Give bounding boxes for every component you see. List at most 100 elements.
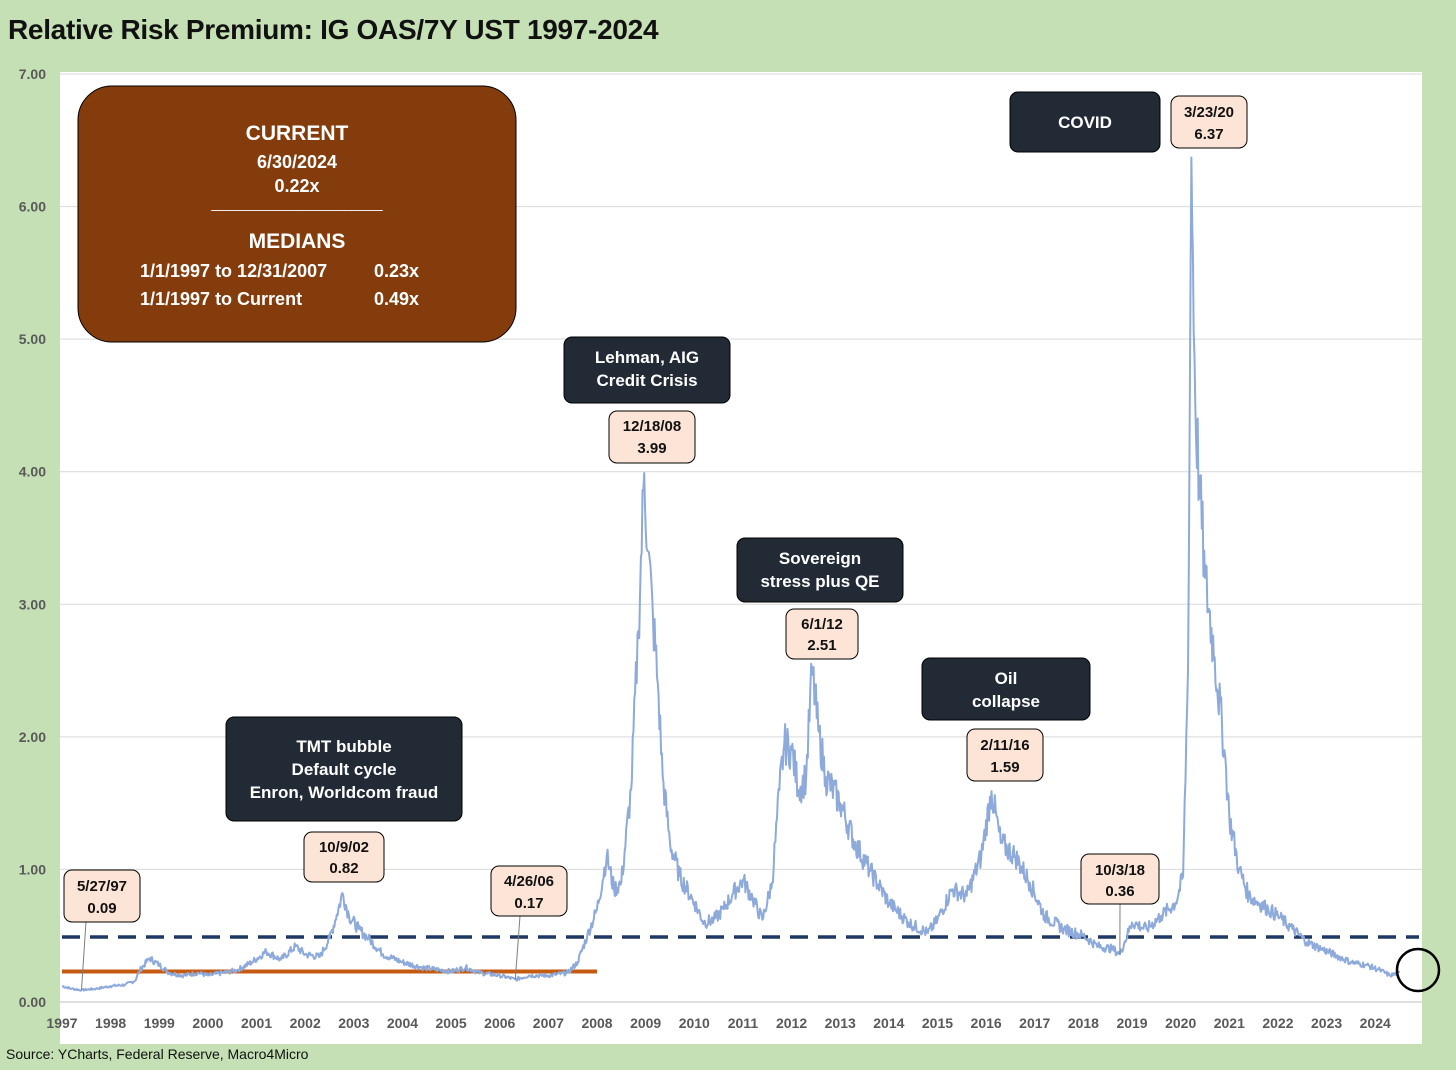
x-tick-label: 2024 [1360, 1015, 1391, 1031]
peak-date: 12/18/08 [623, 418, 681, 435]
x-axis-ticks: 1997 1998 1999 2000 2001 2002 2003 2004 2005 2006… [46, 1015, 1391, 1031]
peak-label-bg [608, 410, 696, 464]
x-tick-label: 2009 [630, 1015, 661, 1031]
peak-label-bg [1080, 853, 1160, 905]
x-tick-label: 1997 [46, 1015, 77, 1031]
peak-label: 2/11/16 1.59 [966, 728, 1044, 782]
x-tick-label: 2002 [290, 1015, 321, 1031]
x-tick-label: 2005 [436, 1015, 467, 1031]
x-tick-label: 1999 [144, 1015, 175, 1031]
peak-label-bg [966, 728, 1044, 782]
event-text: Sovereign [779, 549, 861, 568]
y-tick-label: 2.00 [19, 729, 46, 745]
source-note: Source: YCharts, Federal Reserve, Macro4… [6, 1046, 309, 1062]
x-tick-label: 2000 [192, 1015, 223, 1031]
x-tick-label: 2004 [387, 1015, 418, 1031]
event-box: COVID [1009, 91, 1161, 153]
event-box: Lehman, AIG Credit Crisis [563, 336, 731, 404]
peak-label-bg [63, 869, 141, 923]
event-text: Enron, Worldcom fraud [250, 783, 439, 802]
x-tick-label: 2015 [922, 1015, 953, 1031]
peak-value: 0.36 [1105, 883, 1134, 900]
y-tick-label: 4.00 [19, 464, 46, 480]
event-text: COVID [1058, 113, 1112, 132]
peak-label: 10/9/02 0.82 [303, 831, 385, 883]
info-divider: ______________________ [210, 195, 383, 211]
peak-value: 3.99 [637, 440, 666, 457]
event-box-bg [225, 716, 463, 822]
y-tick-label: 7.00 [19, 66, 46, 82]
event-box: TMT bubble Default cycle Enron, Worldcom… [225, 716, 463, 822]
event-text: Credit Crisis [596, 371, 697, 390]
peak-date: 10/3/18 [1095, 862, 1145, 879]
info-box: CURRENT 6/30/2024 0.22x ________________… [77, 85, 517, 343]
peak-label-bg [1170, 95, 1248, 149]
peak-label: 12/18/08 3.99 [608, 410, 696, 464]
x-tick-label: 2006 [484, 1015, 515, 1031]
info-current-title: CURRENT [246, 122, 349, 145]
info-median-row-value: 0.49x [374, 289, 419, 309]
event-box-bg [1009, 91, 1161, 153]
x-tick-label: 2014 [873, 1015, 904, 1031]
peak-date: 6/1/12 [801, 616, 843, 633]
event-text: Oil [995, 669, 1018, 688]
event-box: Oil collapse [921, 657, 1091, 721]
peak-label-bg [785, 608, 859, 660]
peak-value: 1.59 [990, 759, 1019, 776]
x-tick-label: 2016 [971, 1015, 1002, 1031]
y-tick-label: 3.00 [19, 596, 46, 612]
peak-value: 6.37 [1194, 126, 1223, 143]
x-tick-label: 2003 [338, 1015, 369, 1031]
peak-value: 0.17 [514, 895, 543, 912]
peak-pointer [80, 921, 87, 991]
peak-label: 6/1/12 2.51 [785, 608, 859, 660]
y-tick-label: 6.00 [19, 199, 46, 215]
x-tick-label: 2021 [1214, 1015, 1245, 1031]
peak-value: 0.82 [329, 860, 358, 877]
peak-date: 10/9/02 [319, 839, 369, 856]
event-box-bg [921, 657, 1091, 721]
y-tick-label: 5.00 [19, 331, 46, 347]
x-tick-label: 1998 [95, 1015, 126, 1031]
x-tick-label: 2019 [1116, 1015, 1147, 1031]
event-text: stress plus QE [760, 572, 879, 591]
peak-date: 5/27/97 [77, 878, 127, 895]
x-tick-label: 2017 [1019, 1015, 1050, 1031]
current-marker-circle [1395, 947, 1441, 993]
peak-label: 4/26/06 0.17 [490, 865, 568, 917]
peak-date: 2/11/16 [980, 737, 1029, 754]
series-line [61, 156, 1401, 992]
event-text: collapse [972, 692, 1040, 711]
info-box-bg [77, 85, 517, 343]
event-box: Sovereign stress plus QE [736, 537, 904, 603]
peak-label: 3/23/20 6.37 [1170, 95, 1248, 149]
info-median-row-label: 1/1/1997 to Current [140, 289, 302, 309]
x-tick-label: 2023 [1311, 1015, 1342, 1031]
peak-pointer [514, 915, 521, 980]
chart-title: Relative Risk Premium: IG OAS/7Y UST 199… [8, 14, 659, 45]
info-medians-title: MEDIANS [249, 230, 346, 253]
info-median-row-value: 0.23x [374, 261, 419, 281]
x-tick-label: 2012 [776, 1015, 807, 1031]
event-text: Default cycle [292, 760, 397, 779]
x-tick-label: 2008 [581, 1015, 612, 1031]
x-tick-label: 2001 [241, 1015, 272, 1031]
y-tick-label: 1.00 [19, 861, 46, 877]
info-current-date: 6/30/2024 [257, 152, 337, 172]
y-tick-label: 0.00 [19, 994, 46, 1010]
peak-label-bg [303, 831, 385, 883]
x-tick-label: 2020 [1165, 1015, 1196, 1031]
y-axis-ticks: 0.00 1.00 2.00 3.00 4.00 5.00 6.00 7.00 [19, 66, 46, 1010]
x-tick-label: 2007 [533, 1015, 564, 1031]
x-tick-label: 2022 [1262, 1015, 1293, 1031]
x-tick-label: 2018 [1068, 1015, 1099, 1031]
info-current-value: 0.22x [274, 176, 319, 196]
peak-pointers [80, 903, 1121, 991]
event-box-bg [563, 336, 731, 404]
event-box-bg [736, 537, 904, 603]
event-text: TMT bubble [296, 737, 391, 756]
event-text: Lehman, AIG [595, 348, 699, 367]
x-tick-label: 2011 [728, 1015, 759, 1031]
peak-date: 3/23/20 [1184, 104, 1234, 121]
